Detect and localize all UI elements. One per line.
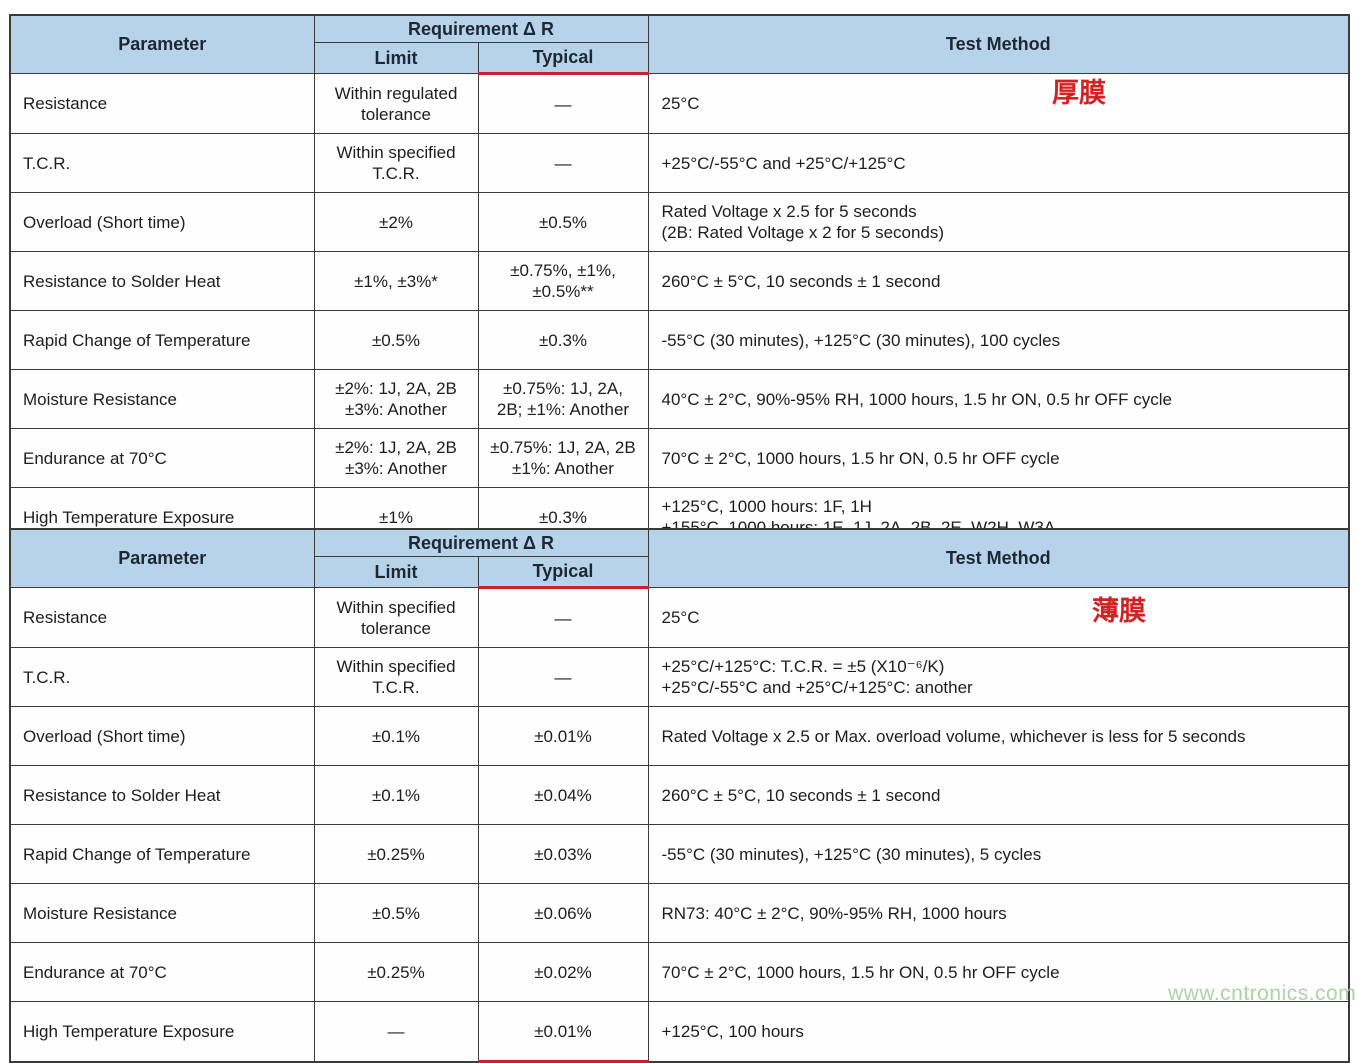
typical-cell: ±0.01%	[477, 1001, 649, 1063]
thick-film-table-wrapper: Parameter Requirement Δ R Test Method Li…	[9, 14, 1350, 549]
limit-cell: ±2%: 1J, 2A, 2B ±3%: Another	[313, 369, 479, 429]
typical-cell: —	[477, 72, 649, 134]
limit-cell: ±2%	[313, 192, 479, 252]
typical-cell: ±0.3%	[477, 310, 649, 370]
limit-cell: ±0.25%	[313, 824, 479, 884]
parameter-cell: T.C.R.	[9, 133, 315, 193]
table-row: Endurance at 70°C ±2%: 1J, 2A, 2B ±3%: A…	[9, 428, 1350, 488]
typical-cell: ±0.04%	[477, 765, 649, 825]
typical-cell: ±0.03%	[477, 824, 649, 884]
typical-cell: —	[477, 647, 649, 707]
test-method-cell: +25°C/-55°C and +25°C/+125°C	[647, 133, 1350, 193]
typical-cell: ±0.75%: 1J, 2A, 2B ±1%: Another	[477, 428, 649, 488]
thin-film-table-wrapper: Parameter Requirement Δ R Test Method Li…	[9, 528, 1350, 1063]
parameter-cell: Rapid Change of Temperature	[9, 310, 315, 370]
parameter-cell: Moisture Resistance	[9, 883, 315, 943]
limit-cell: Within specified T.C.R.	[313, 647, 479, 707]
test-method-cell: 70°C ± 2°C, 1000 hours, 1.5 hr ON, 0.5 h…	[647, 942, 1350, 1002]
table-row: Rapid Change of Temperature ±0.5% ±0.3% …	[9, 310, 1350, 370]
limit-header: Limit	[313, 556, 479, 588]
test-method-cell: 25°C	[647, 587, 1350, 648]
test-method-cell: Rated Voltage x 2.5 for 5 seconds (2B: R…	[647, 192, 1350, 252]
limit-cell: ±0.25%	[313, 942, 479, 1002]
limit-cell: Within specified T.C.R.	[313, 133, 479, 193]
table-row: High Temperature Exposure — ±0.01% +125°…	[9, 1001, 1350, 1063]
requirement-header: Requirement Δ R	[313, 14, 649, 43]
typical-cell: ±0.06%	[477, 883, 649, 943]
typical-cell: ±0.75%: 1J, 2A, 2B; ±1%: Another	[477, 369, 649, 429]
table-row: Moisture Resistance ±0.5% ±0.06% RN73: 4…	[9, 883, 1350, 943]
typical-cell: —	[477, 586, 649, 648]
thin-table-header: Parameter Requirement Δ R Test Method Li…	[9, 528, 1350, 588]
limit-cell: ±0.1%	[313, 706, 479, 766]
limit-cell: —	[313, 1001, 479, 1062]
test-method-header: Test Method	[647, 528, 1350, 588]
test-method-cell: Rated Voltage x 2.5 or Max. overload vol…	[647, 706, 1350, 766]
table-row: Overload (Short time) ±0.1% ±0.01% Rated…	[9, 706, 1350, 766]
test-method-cell: 70°C ± 2°C, 1000 hours, 1.5 hr ON, 0.5 h…	[647, 428, 1350, 488]
parameter-cell: Resistance	[9, 587, 315, 648]
test-method-cell: +25°C/+125°C: T.C.R. = ±5 (X10⁻⁶/K) +25°…	[647, 647, 1350, 707]
parameter-cell: Resistance to Solder Heat	[9, 251, 315, 311]
table-row: Resistance to Solder Heat ±0.1% ±0.04% 2…	[9, 765, 1350, 825]
test-method-header: Test Method	[647, 14, 1350, 74]
typical-cell: ±0.75%, ±1%, ±0.5%**	[477, 251, 649, 311]
parameter-cell: Endurance at 70°C	[9, 942, 315, 1002]
thick-film-label-cn: 厚膜	[1037, 76, 1121, 122]
test-method-cell: -55°C (30 minutes), +125°C (30 minutes),…	[647, 824, 1350, 884]
table-row: Overload (Short time) ±2% ±0.5% Rated Vo…	[9, 192, 1350, 252]
typical-cell: ±0.5%	[477, 192, 649, 252]
table-row: T.C.R. Within specified T.C.R. — +25°C/-…	[9, 133, 1350, 193]
parameter-cell: Overload (Short time)	[9, 192, 315, 252]
limit-cell: ±1%, ±3%*	[313, 251, 479, 311]
typical-cell: ±0.01%	[477, 706, 649, 766]
parameter-header: Parameter	[9, 14, 315, 74]
test-method-cell: 25°C	[647, 73, 1350, 134]
table-row: Resistance Within specified tolerance — …	[9, 586, 1350, 648]
typical-header: Typical	[477, 556, 649, 588]
test-method-cell: -55°C (30 minutes), +125°C (30 minutes),…	[647, 310, 1350, 370]
thin-film-label-cn: 薄膜	[1077, 594, 1161, 640]
limit-cell: Within specified tolerance	[313, 587, 479, 648]
limit-cell: ±0.1%	[313, 765, 479, 825]
typical-header: Typical	[477, 42, 649, 74]
test-method-cell: 260°C ± 5°C, 10 seconds ± 1 second	[647, 251, 1350, 311]
parameter-header: Parameter	[9, 528, 315, 588]
test-method-cell: +125°C, 100 hours	[647, 1001, 1350, 1062]
parameter-cell: Endurance at 70°C	[9, 428, 315, 488]
table-row: Rapid Change of Temperature ±0.25% ±0.03…	[9, 824, 1350, 884]
table-row: Endurance at 70°C ±0.25% ±0.02% 70°C ± 2…	[9, 942, 1350, 1002]
limit-header: Limit	[313, 42, 479, 74]
limit-cell: ±0.5%	[313, 883, 479, 943]
limit-cell: Within regulated tolerance	[313, 73, 479, 134]
table-row: Resistance to Solder Heat ±1%, ±3%* ±0.7…	[9, 251, 1350, 311]
table-row: Moisture Resistance ±2%: 1J, 2A, 2B ±3%:…	[9, 369, 1350, 429]
watermark-text: www.cntronics.com	[1168, 982, 1357, 1005]
parameter-cell: Overload (Short time)	[9, 706, 315, 766]
test-method-cell: 260°C ± 5°C, 10 seconds ± 1 second	[647, 765, 1350, 825]
parameter-cell: High Temperature Exposure	[9, 1001, 315, 1062]
parameter-cell: Resistance	[9, 73, 315, 134]
limit-cell: ±2%: 1J, 2A, 2B ±3%: Another	[313, 428, 479, 488]
parameter-cell: T.C.R.	[9, 647, 315, 707]
requirement-header: Requirement Δ R	[313, 528, 649, 557]
test-method-cell: RN73: 40°C ± 2°C, 90%-95% RH, 1000 hours	[647, 883, 1350, 943]
typical-cell: —	[477, 133, 649, 193]
parameter-cell: Rapid Change of Temperature	[9, 824, 315, 884]
limit-cell: ±0.5%	[313, 310, 479, 370]
typical-cell: ±0.02%	[477, 942, 649, 1002]
table-row: Resistance Within regulated tolerance — …	[9, 72, 1350, 134]
parameter-cell: Moisture Resistance	[9, 369, 315, 429]
parameter-cell: Resistance to Solder Heat	[9, 765, 315, 825]
thick-table-header: Parameter Requirement Δ R Test Method Li…	[9, 14, 1350, 74]
test-method-cell: 40°C ± 2°C, 90%-95% RH, 1000 hours, 1.5 …	[647, 369, 1350, 429]
table-row: T.C.R. Within specified T.C.R. — +25°C/+…	[9, 647, 1350, 707]
thick-film-spec-table: Parameter Requirement Δ R Test Method Li…	[9, 14, 1350, 549]
